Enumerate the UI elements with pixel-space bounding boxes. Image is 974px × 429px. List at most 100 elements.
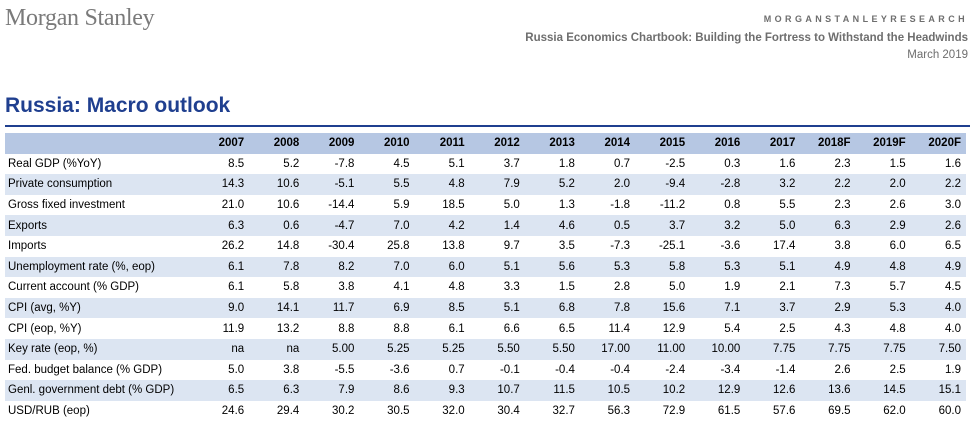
table-cell: 2.9 [855,215,911,236]
table-cell: 3.8 [304,277,360,298]
table-cell: 8.6 [359,380,415,401]
table-cell: 12.9 [635,318,691,339]
report-subtitle: Russia Economics Chartbook: Building the… [525,32,968,44]
table-cell: -0.4 [579,359,636,381]
table-cell: 7.75 [745,338,801,360]
table-cell: -2.4 [635,359,691,381]
table-cell: 10.7 [469,380,525,401]
table-cell: 2.2 [800,174,856,195]
table-cell: 7.9 [469,174,525,195]
table-cell: 4.8 [414,277,470,298]
table-cell: 7.75 [855,338,911,360]
morgan-stanley-logo: Morgan Stanley [5,5,155,31]
table-cell: 8.8 [359,318,415,339]
table-cell: 6.1 [194,256,250,278]
table-cell: 5.25 [414,338,470,360]
table-cell: 3.2 [745,174,801,195]
table-cell: -5.5 [304,359,360,381]
table-cell: 14.8 [249,235,305,257]
table-cell: 5.0 [745,215,801,236]
table-cell: 7.8 [579,297,636,319]
table-cell: 2.9 [800,297,856,319]
column-header: 2014 [579,133,636,154]
row-label: USD/RUB (eop) [5,400,195,422]
table-cell: 6.6 [469,318,525,339]
table-cell: 0.6 [249,215,305,236]
table-cell: 4.0 [910,297,966,319]
table-cell: 4.5 [910,277,966,298]
table-cell: 13.2 [249,318,305,339]
table-cell: 7.50 [910,338,966,360]
column-header: 2009 [304,133,360,154]
table-cell: 62.0 [855,400,911,422]
table-cell: 2.5 [745,318,801,339]
table-cell: 10.2 [635,380,691,401]
table-cell: -11.2 [635,194,691,216]
table-cell: 5.7 [855,277,911,298]
table-row: Private consumption 14.3 10.6 -5.1 5.5 4.8 7.9… [5,174,966,195]
table-cell: 8.5 [414,297,470,319]
table-cell: 7.75 [800,338,856,360]
table-cell: 9.7 [469,235,525,257]
table-cell: 6.5 [194,380,250,401]
table-cell: 11.5 [524,380,580,401]
table-cell: 7.1 [690,297,746,319]
page-title: Russia: Macro outlook [5,94,231,117]
table-cell: 4.5 [359,153,415,175]
table-cell: 8.2 [304,256,360,278]
table-cell: 5.8 [249,277,305,298]
table-cell: 8.8 [304,318,360,339]
table-cell: 5.50 [469,338,525,360]
table-cell: 3.7 [635,215,691,236]
table-cell: -1.8 [579,194,636,216]
table-cell: -1.4 [745,359,801,381]
table-cell: 56.3 [579,400,636,422]
table-cell: -4.7 [304,215,360,236]
table-cell: 32.0 [414,400,470,422]
row-label: Real GDP (%YoY) [5,153,195,175]
table-cell: 6.0 [855,235,911,257]
table-cell: -14.4 [304,194,360,216]
table-cell: 2.6 [800,359,856,381]
table-cell: 72.9 [635,400,691,422]
table-cell: 3.0 [910,194,966,216]
row-label: CPI (eop, %Y) [5,318,195,339]
research-label: MORGANSTANLEYRESEARCH [763,14,968,24]
column-header: 2018F [800,133,856,154]
table-cell: 6.1 [414,318,470,339]
table-cell: 13.6 [800,380,856,401]
table-cell: 5.3 [579,256,636,278]
column-header: 2007 [194,133,250,154]
table-cell: 3.8 [800,235,856,257]
column-header: 2016 [690,133,746,154]
table-cell: 26.2 [194,235,250,257]
table-row: Unemployment rate (%, eop) 6.1 7.8 8.2 7.0 6.… [5,256,966,278]
table-cell: -0.4 [524,359,580,381]
table-cell: 10.6 [249,194,305,216]
table-cell: 5.0 [635,277,691,298]
table-cell: 7.0 [359,215,415,236]
table-cell: 5.9 [359,194,415,216]
table-cell: 21.0 [194,194,250,216]
column-header: 2020F [910,133,966,154]
table-row: Real GDP (%YoY) 8.5 5.2 -7.8 4.5 5.1 3.7 1.8 0.7… [5,153,966,175]
table-cell: 10.00 [690,338,746,360]
table-cell: 15.6 [635,297,691,319]
table-cell: 8.5 [194,153,250,175]
column-header: 2011 [414,133,470,154]
table-cell: 0.5 [579,215,636,236]
table-cell: 6.5 [524,318,580,339]
table-cell: na [249,338,305,360]
table-cell: 2.5 [855,359,911,381]
table-cell: 4.1 [359,277,415,298]
table-cell: 10.5 [579,380,636,401]
table-cell: 57.6 [745,400,801,422]
table-cell: -7.8 [304,153,360,175]
table-cell: -2.8 [690,174,746,195]
column-header: 2010 [359,133,415,154]
table-row: Genl. government debt (% GDP) 6.5 6.3 7.9 8.… [5,380,966,401]
table-cell: 3.5 [524,235,580,257]
table-cell: na [194,338,250,360]
table-cell: 5.1 [414,153,470,175]
table-cell: 1.6 [910,153,966,175]
